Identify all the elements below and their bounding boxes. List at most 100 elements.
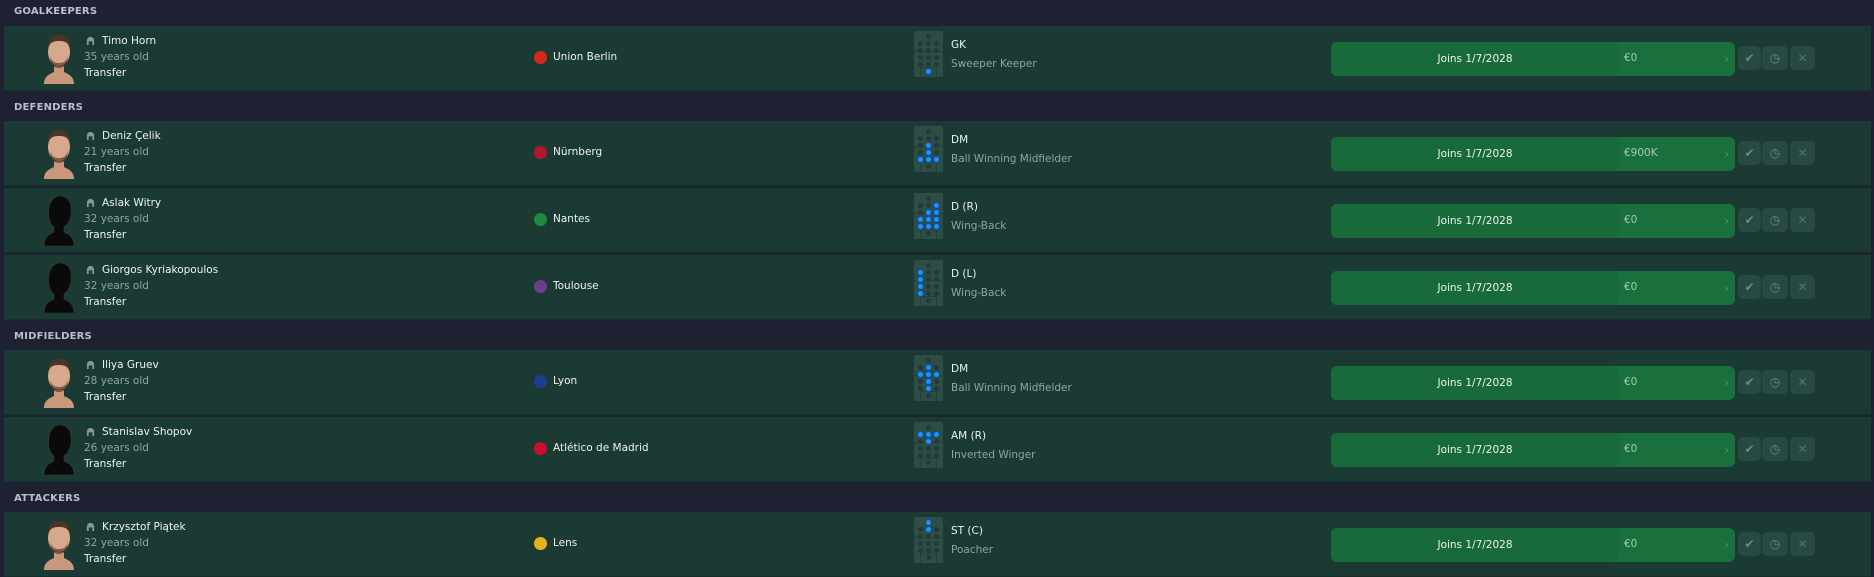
offer-button[interactable]: Joins 1/7/2028 €0 ›: [1331, 433, 1735, 467]
player-name[interactable]: Aslak Witry: [102, 197, 162, 209]
clock-icon: ◷: [1769, 442, 1781, 456]
player-name[interactable]: Iliya Gruev: [102, 359, 159, 371]
reject-button[interactable]: ✕: [1790, 275, 1815, 299]
pitch-position-dot: [926, 263, 931, 268]
pitch-position-dot: [926, 291, 931, 296]
player-name[interactable]: Stanislav Shopov: [102, 426, 193, 438]
later-button[interactable]: ◷: [1762, 141, 1788, 165]
pitch-position-dot: [926, 41, 931, 46]
accept-button[interactable]: ✔: [1738, 46, 1761, 70]
pitch-position-dot: [918, 365, 923, 370]
player-name[interactable]: Deniz Çelik: [102, 130, 161, 142]
pitch-position-dot: [926, 460, 931, 465]
player-position: D (L): [951, 268, 977, 280]
club-name[interactable]: Union Berlin: [553, 51, 618, 63]
offer-button[interactable]: Joins 1/7/2028 €0 ›: [1331, 528, 1735, 562]
club-name[interactable]: Toulouse: [553, 280, 599, 292]
pitch-position-dot: [918, 55, 923, 60]
accept-button[interactable]: ✔: [1738, 532, 1761, 556]
pitch-position-dot: [934, 270, 939, 275]
person-icon: [86, 360, 95, 369]
player-row[interactable]: Deniz Çelik 21 years old Transfer Nürnbe…: [4, 121, 1871, 186]
pitch-position-dot: [926, 62, 931, 67]
check-icon: ✔: [1744, 213, 1755, 227]
player-name[interactable]: Giorgos Kyriakopoulos: [102, 264, 219, 276]
player-role: Sweeper Keeper: [951, 58, 1037, 70]
player-avatar: [44, 359, 74, 408]
offer-join-date: Joins 1/7/2028: [1331, 366, 1619, 400]
player-role: Ball Winning Midfielder: [951, 153, 1072, 165]
player-row[interactable]: Iliya Gruev 28 years old Transfer Lyon D…: [4, 350, 1871, 415]
chevron-right-icon: ›: [1724, 443, 1729, 457]
person-icon: [86, 131, 95, 140]
chevron-right-icon: ›: [1724, 281, 1729, 295]
person-icon: [86, 198, 95, 207]
offer-button[interactable]: Joins 1/7/2028 €0 ›: [1331, 366, 1735, 400]
club-name[interactable]: Lens: [553, 537, 578, 549]
pitch-position-dot: [918, 277, 923, 282]
offer-button[interactable]: Joins 1/7/2028 €900K ›: [1331, 137, 1735, 171]
later-button[interactable]: ◷: [1762, 437, 1788, 461]
player-row[interactable]: Timo Horn 35 years old Transfer Union Be…: [4, 26, 1871, 91]
clock-icon: ◷: [1769, 213, 1781, 227]
player-row[interactable]: Giorgos Kyriakopoulos 32 years old Trans…: [4, 255, 1871, 320]
offer-button[interactable]: Joins 1/7/2028 €0 ›: [1331, 42, 1735, 76]
club-name[interactable]: Atlético de Madrid: [553, 442, 649, 454]
pitch-position-dot: [918, 203, 923, 208]
accept-button[interactable]: ✔: [1738, 208, 1761, 232]
position-section: ATTACKERS Krzysztof Piątek 32 years old …: [0, 484, 1874, 577]
player-position: D (R): [951, 201, 978, 213]
reject-button[interactable]: ✕: [1790, 208, 1815, 232]
accept-button[interactable]: ✔: [1738, 437, 1761, 461]
pitch-position-dot: [918, 62, 923, 67]
player-avatar: [43, 195, 75, 246]
pitch-position-dot: [918, 548, 923, 553]
accept-button[interactable]: ✔: [1738, 141, 1761, 165]
club-name[interactable]: Nürnberg: [553, 146, 603, 158]
later-button[interactable]: ◷: [1762, 532, 1788, 556]
pitch-position-dot: [934, 372, 939, 377]
reject-button[interactable]: ✕: [1790, 46, 1815, 70]
player-age: 32 years old: [84, 280, 149, 292]
pitch-position-dot: [926, 34, 931, 39]
offer-button[interactable]: Joins 1/7/2028 €0 ›: [1331, 271, 1735, 305]
check-icon: ✔: [1744, 280, 1755, 294]
player-row[interactable]: Stanislav Shopov 26 years old Transfer A…: [4, 417, 1871, 482]
later-button[interactable]: ◷: [1762, 275, 1788, 299]
pitch-position-dot: [918, 446, 923, 451]
offer-join-date: Joins 1/7/2028: [1331, 528, 1619, 562]
reject-button[interactable]: ✕: [1790, 141, 1815, 165]
player-position: ST (C): [951, 525, 983, 537]
pitch-positions-icon: [914, 517, 943, 563]
club-name[interactable]: Lyon: [553, 375, 578, 387]
pitch-position-dot: [918, 48, 923, 53]
pitch-position-dot: [934, 143, 939, 148]
player-name[interactable]: Krzysztof Piątek: [102, 521, 186, 533]
player-avatar: [44, 521, 74, 570]
player-position: DM: [951, 363, 969, 375]
accept-button[interactable]: ✔: [1738, 370, 1761, 394]
player-name[interactable]: Timo Horn: [102, 35, 157, 47]
club-logo-icon: [533, 279, 548, 294]
reject-button[interactable]: ✕: [1790, 370, 1815, 394]
player-position: DM: [951, 134, 969, 146]
later-button[interactable]: ◷: [1762, 46, 1788, 70]
check-icon: ✔: [1744, 537, 1755, 551]
chevron-right-icon: ›: [1724, 147, 1729, 161]
pitch-position-dot: [934, 150, 939, 155]
club-name[interactable]: Nantes: [553, 213, 590, 225]
player-row[interactable]: Aslak Witry 32 years old Transfer Nantes…: [4, 188, 1871, 253]
player-row[interactable]: Krzysztof Piątek 32 years old Transfer L…: [4, 512, 1871, 577]
reject-button[interactable]: ✕: [1790, 437, 1815, 461]
chevron-right-icon: ›: [1724, 538, 1729, 552]
club-logo-icon: [533, 145, 548, 160]
pitch-position-dot: [926, 534, 931, 539]
pitch-position-dot: [918, 270, 923, 275]
reject-button[interactable]: ✕: [1790, 532, 1815, 556]
player-age: 26 years old: [84, 442, 149, 454]
accept-button[interactable]: ✔: [1738, 275, 1761, 299]
later-button[interactable]: ◷: [1762, 208, 1788, 232]
close-icon: ✕: [1797, 375, 1808, 389]
later-button[interactable]: ◷: [1762, 370, 1788, 394]
offer-button[interactable]: Joins 1/7/2028 €0 ›: [1331, 204, 1735, 238]
